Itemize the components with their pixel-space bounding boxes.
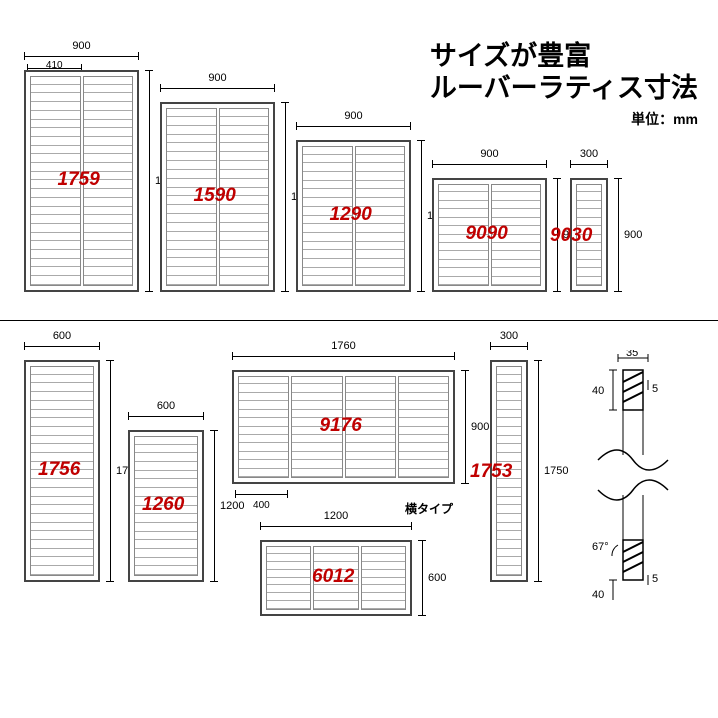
model-number: 1260	[142, 494, 184, 516]
model-number: 6012	[312, 566, 354, 588]
dim-height	[210, 430, 218, 582]
dim-width-label: 900	[432, 148, 547, 160]
panel-9090: 9009009090	[432, 178, 547, 292]
dim-width	[160, 84, 275, 92]
model-number: 9030	[550, 225, 592, 247]
dim-width-label: 600	[128, 400, 204, 412]
dim-height-label: 900	[471, 421, 489, 433]
dim-width-label: 900	[296, 110, 411, 122]
profile-dim-5-bot: 5	[652, 573, 658, 585]
profile-dim-35: 35	[626, 350, 638, 359]
dim-width-label: 900	[160, 72, 275, 84]
profile-dim-5-top: 5	[652, 383, 658, 395]
dim-height-label: 600	[428, 572, 446, 584]
dim-width	[260, 522, 412, 530]
dim-height	[281, 102, 289, 292]
dim-inner	[235, 490, 288, 498]
model-number: 1753	[470, 461, 512, 483]
model-number: 1759	[58, 169, 100, 191]
model-number: 9090	[466, 223, 508, 245]
dim-height	[145, 70, 153, 292]
panel-1260: 60012001260	[128, 430, 204, 582]
panel-1759: 90041017501759	[24, 70, 139, 292]
model-number: 1590	[194, 185, 236, 207]
dim-width	[232, 352, 455, 360]
profile-dim-40-bot: 40	[592, 589, 604, 601]
panel-9176: 17604009009176横タイプ	[232, 370, 455, 484]
dim-height	[106, 360, 114, 582]
dim-width	[128, 412, 204, 420]
unit-label: 単位：mm	[430, 109, 698, 129]
dim-height-label: 900	[624, 229, 642, 241]
dim-width	[296, 122, 411, 130]
panel-6012: 12006006012	[260, 540, 412, 616]
dim-width	[432, 160, 547, 168]
type-label: 横タイプ	[405, 500, 453, 517]
model-number: 1756	[38, 459, 80, 481]
dim-width-label: 300	[490, 330, 528, 342]
dim-height	[417, 140, 425, 292]
title-line-2: ルーバーラティス寸法	[430, 72, 698, 104]
title-line-1: サイズが豊富	[430, 40, 698, 72]
profile-detail: 35 40 5 67° 40 5	[578, 350, 688, 630]
dim-width-label: 1200	[260, 510, 412, 522]
title-block: サイズが豊富 ルーバーラティス寸法 単位：mm	[430, 40, 698, 129]
dim-width-label: 600	[24, 330, 100, 342]
dim-width	[24, 52, 139, 60]
dim-height	[418, 540, 426, 616]
dim-width	[24, 342, 100, 350]
dim-height	[461, 370, 469, 484]
dim-width	[490, 342, 528, 350]
dim-width-label: 300	[570, 148, 608, 160]
model-number: 9176	[320, 415, 362, 437]
dim-height	[534, 360, 542, 582]
panel-9030: 3009009030	[570, 178, 608, 292]
profile-dim-67: 67°	[592, 541, 609, 553]
panel-1590: 90015001590	[160, 102, 275, 292]
model-number: 1290	[330, 204, 372, 226]
dim-width-label: 1760	[232, 340, 455, 352]
profile-dim-40-top: 40	[592, 385, 604, 397]
dim-width	[570, 160, 608, 168]
dim-height-label: 1750	[544, 465, 568, 477]
dim-width-label: 900	[24, 40, 139, 52]
panel-1753: 30017501753	[490, 360, 528, 582]
row-divider	[0, 320, 718, 321]
panel-1756: 60017501756	[24, 360, 100, 582]
dim-height	[614, 178, 622, 292]
panel-1290: 90012001290	[296, 140, 411, 292]
